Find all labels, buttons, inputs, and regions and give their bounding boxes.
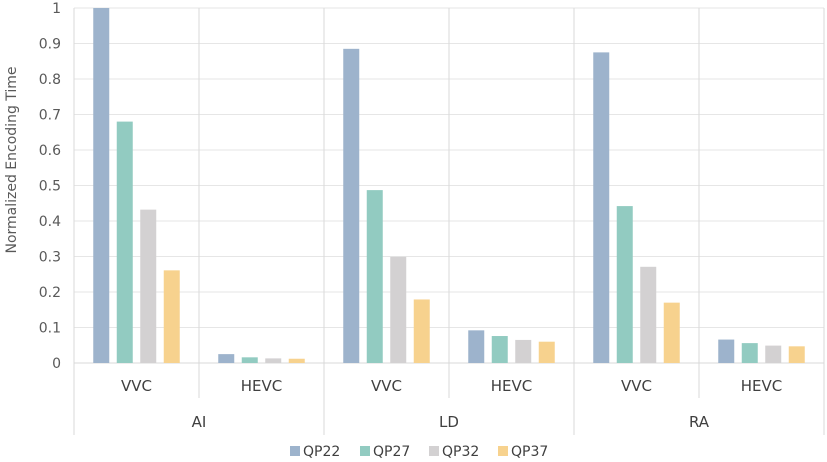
x-axis: VVC HEVC AI VVC HEVC LD VVC HEVC RA — [73, 8, 825, 435]
y-tick-label: 1 — [52, 1, 61, 17]
bar-qp22 — [718, 339, 735, 363]
x-category-label: VVC — [621, 377, 652, 395]
bar-qp32 — [640, 266, 657, 363]
legend-item: QP27 — [360, 444, 410, 460]
bars — [93, 8, 805, 363]
bar-qp27 — [616, 206, 633, 363]
bar-qp32 — [765, 345, 782, 363]
x-group-label: RA — [689, 413, 710, 431]
bar-qp37 — [163, 270, 180, 363]
bar-qp22 — [93, 8, 110, 363]
y-tick-label: 0 — [52, 356, 61, 372]
x-category-label: HEVC — [241, 377, 283, 395]
x-category-label: HEVC — [491, 377, 533, 395]
x-category-label: HEVC — [741, 377, 783, 395]
bar-qp22 — [468, 330, 485, 363]
y-tick-label: 0.8 — [39, 72, 61, 88]
x-category-label: VVC — [371, 377, 402, 395]
bar-qp37 — [413, 299, 430, 363]
legend-swatch — [429, 446, 439, 456]
x-category-label: VVC — [121, 377, 152, 395]
bar-qp22 — [593, 52, 610, 363]
y-tick-label: 0.5 — [39, 179, 61, 195]
legend-swatch — [360, 446, 370, 456]
y-tick-label: 0.9 — [39, 37, 61, 53]
bar-qp37 — [788, 346, 805, 363]
y-tick-label: 0.7 — [39, 108, 61, 124]
bar-qp37 — [538, 341, 555, 363]
bar-qp27 — [366, 190, 383, 363]
bar-qp22 — [343, 48, 360, 363]
legend-swatch — [498, 446, 508, 456]
legend-swatch — [290, 446, 300, 456]
bar-qp32 — [390, 256, 407, 363]
legend-label: QP32 — [442, 444, 479, 460]
x-group-label: LD — [439, 413, 459, 431]
y-axis-title: Normalized Encoding Time — [4, 66, 20, 253]
bar-qp32 — [515, 339, 532, 363]
legend-label: QP22 — [303, 444, 340, 460]
bar-qp27 — [741, 343, 758, 363]
legend-item: QP37 — [498, 444, 548, 460]
legend: QP22 QP27 QP32 QP37 — [290, 444, 548, 460]
x-group-label: AI — [192, 413, 207, 431]
bar-qp32 — [140, 209, 157, 363]
bar-qp37 — [663, 302, 680, 363]
y-tick-label: 0.4 — [39, 214, 61, 230]
legend-label: QP27 — [373, 444, 410, 460]
y-tick-label: 0.1 — [39, 321, 61, 337]
y-tick-label: 0.2 — [39, 285, 61, 301]
bar-qp32 — [265, 358, 282, 363]
legend-item: QP32 — [429, 444, 479, 460]
bar-qp27 — [491, 336, 508, 363]
y-axis: 0 0.1 0.2 0.3 0.4 0.5 0.6 0.7 0.8 0.9 1 — [39, 1, 61, 372]
bar-qp37 — [288, 358, 305, 363]
y-tick-label: 0.6 — [39, 143, 61, 159]
bar-qp27 — [241, 357, 258, 363]
bar-qp22 — [218, 354, 235, 363]
bar-qp27 — [116, 121, 133, 363]
legend-label: QP37 — [511, 444, 548, 460]
legend-item: QP22 — [290, 444, 340, 460]
y-tick-label: 0.3 — [39, 250, 61, 266]
